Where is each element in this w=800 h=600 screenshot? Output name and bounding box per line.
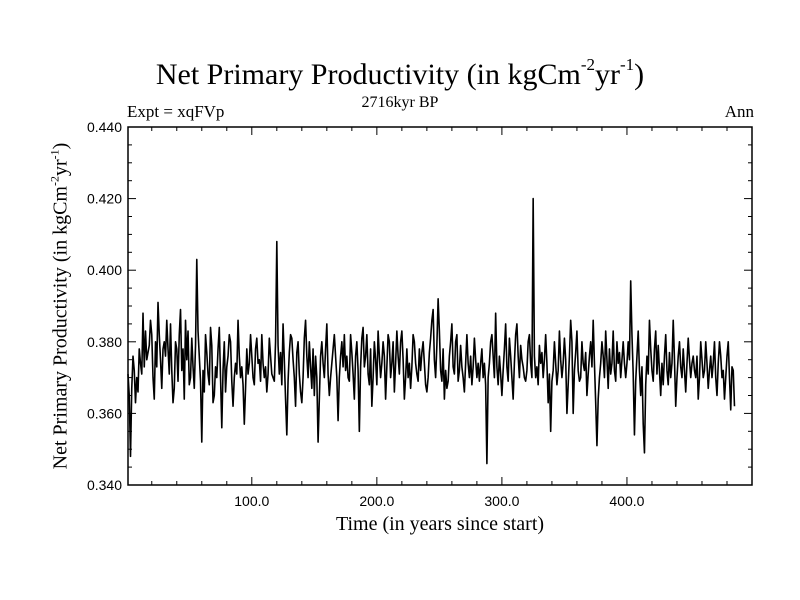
chart-title: Net Primary Productivity (in kgCm-2yr-1) <box>155 55 645 91</box>
series-line <box>127 197 736 465</box>
x-tick-label: 200.0 <box>359 493 394 509</box>
y-tick-label: 0.400 <box>87 262 122 278</box>
y-tick-label: 0.440 <box>87 119 122 135</box>
y-axis-label: Net Primary Productivity (in kgCm-2yr-1) <box>47 142 72 470</box>
x-tick-label: 100.0 <box>234 493 269 509</box>
y-tick-label: 0.340 <box>87 477 122 493</box>
plot-frame <box>127 126 753 486</box>
x-tick-label: 400.0 <box>609 493 644 509</box>
chart-subtitle: 2716kyr BP <box>361 94 439 111</box>
y-tick-label: 0.360 <box>87 405 122 421</box>
x-axis-label: Time (in years since start) <box>335 513 545 535</box>
y-tick-label: 0.380 <box>87 334 122 350</box>
x-tick-label: 300.0 <box>484 493 519 509</box>
experiment-label: Expt = xqFVp <box>127 102 225 121</box>
tick-labels: 100.0 200.0 300.0 400.0 0.340 0.360 0.380 0.400… <box>87 119 645 509</box>
y-tick-label: 0.420 <box>87 191 122 207</box>
axis-ticks <box>128 126 752 486</box>
season-label: Ann <box>724 102 754 121</box>
